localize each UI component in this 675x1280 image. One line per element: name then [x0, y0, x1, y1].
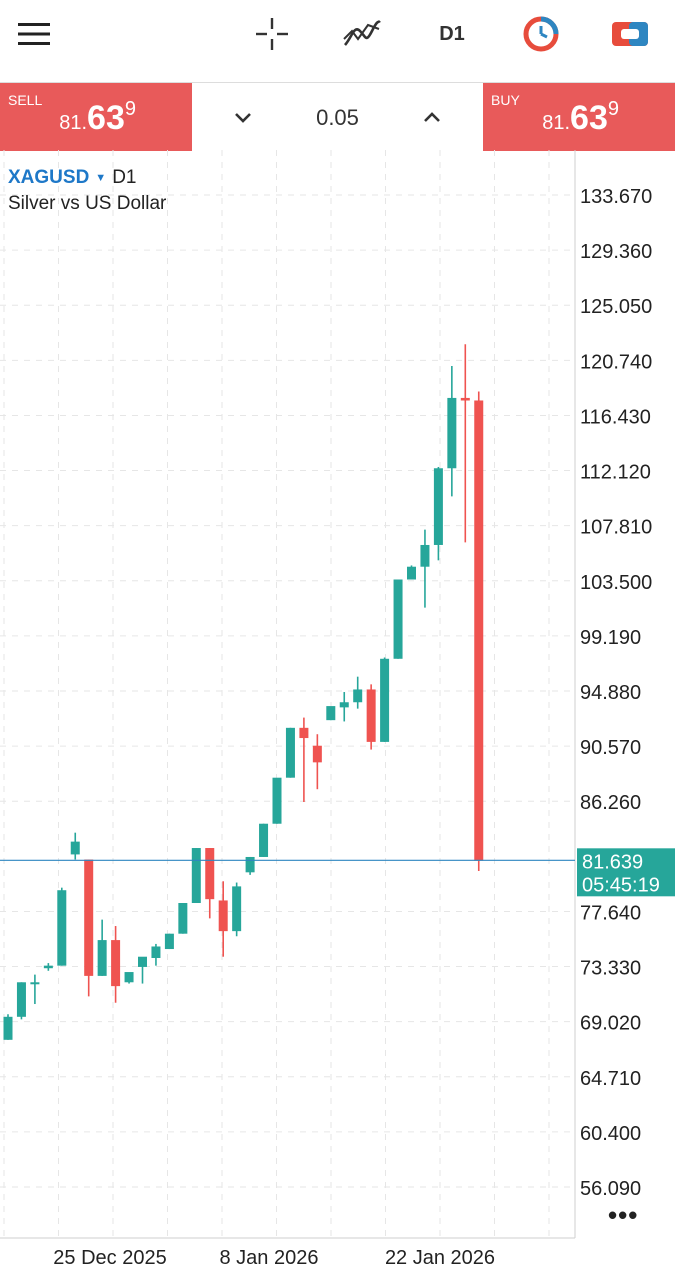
candle-body-bullish	[191, 848, 201, 904]
candle-body-bearish	[218, 900, 228, 932]
chevron-up-icon	[424, 112, 440, 122]
buy-price: 81. 63 9	[542, 98, 619, 138]
sell-price-small: 81.	[59, 112, 88, 134]
candle-body-bullish	[70, 841, 80, 855]
timeframe-label: D1	[439, 22, 465, 45]
x-axis-date-label: 25 Dec 2025	[53, 1247, 166, 1269]
candle-body-bearish	[366, 689, 376, 742]
y-axis-tick-label: 90.570	[580, 737, 641, 759]
candle-body-bearish	[84, 859, 94, 976]
buy-price-sup: 9	[607, 98, 619, 120]
indicators-icon[interactable]	[340, 14, 384, 54]
candle-body-bullish	[272, 777, 282, 824]
objects-clock-icon[interactable]	[520, 14, 562, 54]
candle-body-bullish	[245, 856, 255, 873]
x-axis-date-label: 22 Jan 2026	[385, 1247, 495, 1269]
timeframe-button[interactable]: D1	[432, 14, 472, 54]
buy-label: BUY	[491, 92, 520, 108]
top-toolbar: D1	[0, 0, 675, 82]
current-price-value: 81.639	[582, 851, 643, 873]
candle-body-bullish	[353, 689, 363, 703]
lot-size-value[interactable]: 0.05	[316, 105, 359, 130]
candle-body-bullish	[30, 982, 40, 985]
candle-body-bullish	[57, 890, 67, 966]
hamburger-menu-icon[interactable]	[14, 14, 54, 54]
candle-body-bullish	[138, 956, 147, 967]
sell-button[interactable]: SELL 81. 63 9	[0, 83, 192, 151]
y-axis-tick-label: 107.810	[580, 517, 652, 539]
candle-body-bearish	[312, 745, 322, 763]
candle-body-bullish	[380, 658, 390, 742]
candle-body-bullish	[232, 886, 242, 932]
sell-price-sup: 9	[124, 98, 136, 120]
sell-label: SELL	[8, 92, 43, 108]
y-axis-tick-label: 60.400	[580, 1123, 641, 1145]
candle-body-bearish	[460, 397, 470, 401]
symbol-description: Silver vs US Dollar	[8, 193, 167, 214]
y-axis-tick-label: 125.050	[580, 296, 652, 318]
crosshair-icon[interactable]	[252, 14, 292, 54]
candle-body-bullish	[97, 940, 107, 976]
symbol-timeframe: D1	[112, 167, 137, 188]
candle-body-bullish	[420, 544, 430, 567]
y-axis-tick-label: 64.710	[580, 1068, 641, 1090]
chevron-down-icon	[235, 113, 251, 123]
trade-toggle-icon[interactable]	[610, 14, 650, 54]
candle-body-bearish	[299, 727, 309, 739]
y-axis-tick-label: 103.500	[580, 572, 652, 594]
candle-body-bullish	[151, 946, 161, 958]
y-axis-tick-label: 99.190	[580, 627, 641, 649]
y-axis-tick-label: 86.260	[580, 792, 641, 814]
lot-increase-button[interactable]	[417, 103, 447, 133]
y-axis-tick-label: 116.430	[580, 406, 651, 428]
candle-body-bearish	[111, 940, 121, 987]
sell-price: 81. 63 9	[59, 98, 136, 138]
y-axis-tick-label: 94.880	[580, 682, 641, 704]
candle-body-bullish	[433, 468, 443, 545]
candle-body-bullish	[3, 1016, 13, 1040]
symbol-name: XAGUSD	[8, 167, 90, 188]
price-chart[interactable]: 133.670 129.360 125.050 120.740 116.430 112.1…	[0, 150, 675, 1280]
buy-button[interactable]: BUY 81. 63 9	[483, 83, 675, 151]
y-axis-tick-label: 77.640	[580, 902, 641, 924]
symbol-header[interactable]: XAGUSD ▼ D1	[8, 167, 136, 189]
candle-body-bullish	[285, 727, 295, 778]
y-axis-tick-label: 120.740	[580, 351, 652, 373]
y-axis-tick-label: 133.670	[580, 186, 652, 208]
y-axis-tick-label: 69.020	[580, 1013, 641, 1035]
candle-body-bullish	[16, 982, 26, 1017]
bar-countdown: 05:45:19	[582, 874, 660, 896]
lot-decrease-button[interactable]	[228, 103, 258, 133]
y-axis-tick-label: 56.090	[580, 1178, 641, 1200]
y-axis-tick-label: 112.120	[580, 462, 651, 484]
buy-price-small: 81.	[542, 112, 571, 134]
x-axis-date-label: 8 Jan 2026	[220, 1247, 319, 1269]
candle-body-bearish	[474, 400, 484, 861]
candle-body-bullish	[447, 397, 457, 469]
candle-body-bullish	[178, 903, 188, 934]
caret-down-icon: ▼	[95, 172, 107, 184]
sell-price-big: 63	[87, 99, 125, 137]
candle-body-bearish	[205, 848, 215, 900]
more-options-icon[interactable]: •••	[608, 1200, 639, 1230]
candle-body-bullish	[326, 706, 336, 721]
candle-body-bullish	[407, 566, 416, 580]
lot-size-control: 0.05	[192, 83, 483, 151]
candle-body-bullish	[43, 965, 53, 969]
buy-price-big: 63	[570, 99, 608, 137]
y-axis-tick-label: 129.360	[580, 241, 652, 263]
candle-body-bullish	[339, 702, 349, 708]
candle-body-bullish	[164, 933, 174, 950]
y-axis-tick-label: 73.330	[580, 958, 641, 980]
candle-body-bullish	[259, 823, 269, 857]
current-price-tag	[577, 848, 675, 897]
candle-body-bullish	[393, 579, 403, 659]
one-click-trading-bar: SELL 81. 63 9 0.05 BUY 81. 63 9	[0, 82, 675, 151]
candle-body-bullish	[124, 972, 134, 983]
